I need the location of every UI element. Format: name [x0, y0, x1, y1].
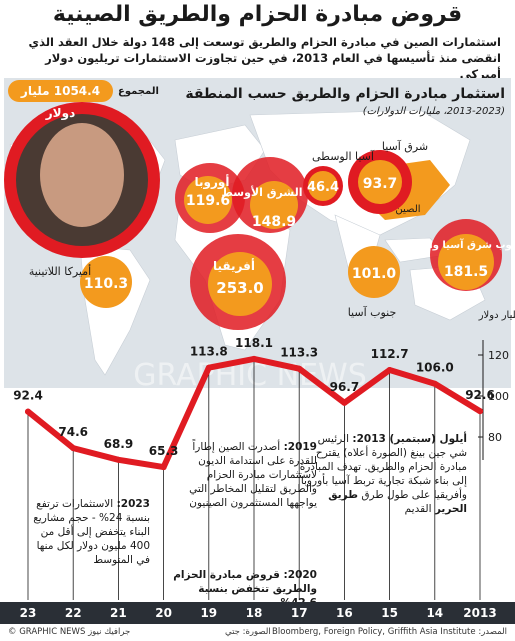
data-label: 96.7 — [330, 380, 360, 394]
x-tick-label: 15 — [381, 606, 398, 620]
leader-face — [40, 123, 124, 227]
data-label: 92.6 — [465, 388, 495, 402]
note-2023: 2023: الاستثمارات ترتفع بنسبة 24% - حجم … — [30, 497, 150, 567]
y-tick-label: 80 — [488, 431, 502, 444]
region-bubbles — [80, 150, 502, 330]
data-label: 113.8 — [190, 345, 228, 359]
data-point — [115, 456, 122, 463]
note-2023-body: الاستثمارات ترتفع بنسبة 24% - حجم مشاريع… — [33, 498, 150, 566]
line-chart: 80 100 120 مليار دولار 92.6 106.0 112.7 96.7 113… — [13, 310, 515, 600]
data-label: 68.9 — [104, 437, 134, 451]
data-label: 65.3 — [149, 444, 179, 458]
source-credit: المصدر: Bloomberg, Foreign Policy, Griff… — [272, 627, 507, 637]
data-label: 113.3 — [280, 346, 318, 360]
x-tick-label: 2013 — [463, 606, 496, 620]
y-tick-label: 120 — [488, 349, 509, 362]
south-asia-label: جنوب آسيا — [348, 305, 397, 319]
note-2023-title: 2023: — [116, 498, 150, 510]
china-label: الصين — [395, 204, 420, 215]
y-tick-label: 100 — [488, 390, 509, 403]
note-2013-body: الرئيس شي جين بينغ (الصورة أعلاه) يقترح … — [299, 433, 467, 501]
x-tick-label: 23 — [20, 606, 37, 620]
note-2013-title: أيلول (سبتمبر) 2013: — [352, 433, 467, 445]
data-label: 112.7 — [371, 347, 409, 361]
se-asia-value: 181.5 — [444, 264, 488, 280]
year-axis: 2013 14 15 16 17 18 19 20 21 22 23 — [20, 606, 497, 620]
south-asia-bubble — [348, 246, 400, 298]
note-2020-title: 2020: قروض مبادرة الحزام — [173, 569, 317, 581]
x-tick-label: 22 — [65, 606, 82, 620]
data-point — [160, 464, 167, 471]
data-point — [25, 408, 31, 415]
middle-east-value: 148.9 — [252, 214, 296, 230]
x-tick-label: 18 — [246, 606, 263, 620]
x-tick-label: 19 — [200, 606, 217, 620]
east-asia-value: 93.7 — [363, 176, 398, 192]
data-point — [431, 380, 438, 387]
central-asia-value: 46.4 — [307, 180, 339, 195]
data-point — [251, 355, 257, 362]
data-label: 92.4 — [13, 389, 43, 403]
x-tick-label: 21 — [110, 606, 127, 620]
x-tick-label: 20 — [155, 606, 172, 620]
data-point — [386, 366, 393, 373]
africa-value: 253.0 — [216, 279, 263, 297]
europe-bubble — [184, 176, 232, 224]
europe-name: أوروبا — [195, 174, 230, 190]
map-heading: استثمار مبادرة الحزام والطريق حسب المنطق… — [185, 86, 505, 102]
africa-bubble — [208, 252, 272, 316]
africa-name: أفريقيا — [213, 258, 255, 273]
data-point — [341, 399, 348, 406]
total-label: المجموع — [118, 86, 159, 97]
data-point — [205, 364, 212, 371]
data-point — [296, 365, 303, 372]
middle-east-name: الشرق الأوسط — [222, 185, 303, 199]
data-point — [70, 445, 77, 452]
east-asia-bubble — [358, 160, 402, 204]
se-asia-bubble — [438, 234, 494, 290]
year-axis-bar — [0, 602, 515, 624]
x-tick-label: 17 — [291, 606, 308, 620]
latam-value: 110.3 — [84, 276, 128, 292]
note-2019-body: أصدرت الصين إطاراً للقدرة على استدامة ال… — [189, 441, 317, 509]
map-subheading: (2013-2023، مليارات الدولارات) — [362, 106, 505, 117]
note-2013-bold: طريق الحرير — [328, 489, 467, 515]
east-asia-label: شرق آسيا — [382, 139, 428, 153]
copyright: © GRAPHIC NEWS جرافيك نيوز — [8, 627, 131, 637]
photo-credit: الصورة: جتي — [225, 627, 271, 637]
x-tick-label: 16 — [336, 606, 353, 620]
page-title: قروض مبادرة الحزام والطريق الصينية — [52, 2, 463, 27]
data-label: 118.1 — [235, 336, 273, 350]
data-point — [477, 408, 483, 415]
footer: المصدر: Bloomberg, Foreign Policy, Griff… — [0, 624, 515, 641]
note-2013-tail: القديم — [404, 503, 432, 515]
latam-label: أميركا اللاتينية — [29, 264, 91, 278]
note-2013: أيلول (سبتمبر) 2013: الرئيس شي جين بينغ … — [297, 432, 467, 516]
data-label: 74.6 — [58, 425, 88, 439]
middle-east-bubble — [250, 181, 298, 229]
data-label: 106.0 — [416, 361, 454, 375]
europe-value: 119.6 — [186, 193, 230, 209]
central-asia-label: آسيا الوسطى — [312, 149, 375, 163]
x-tick-label: 14 — [426, 606, 443, 620]
central-asia-bubble — [308, 171, 338, 201]
y-axis-label: مليار دولار — [478, 310, 515, 321]
subtitle: استثمارات الصين في مبادرة الحزام والطريق… — [28, 35, 501, 81]
total-badge: 1054.4 مليار دولار — [8, 80, 113, 120]
note-2019-title: 2019: — [283, 441, 317, 453]
note-2019: 2019: أصدرت الصين إطاراً للقدرة على استد… — [189, 440, 317, 510]
latam-bubble — [80, 256, 132, 308]
se-asia-name: جنوب شرق آسيا والهادئ — [401, 238, 515, 251]
south-asia-value: 101.0 — [352, 266, 397, 282]
